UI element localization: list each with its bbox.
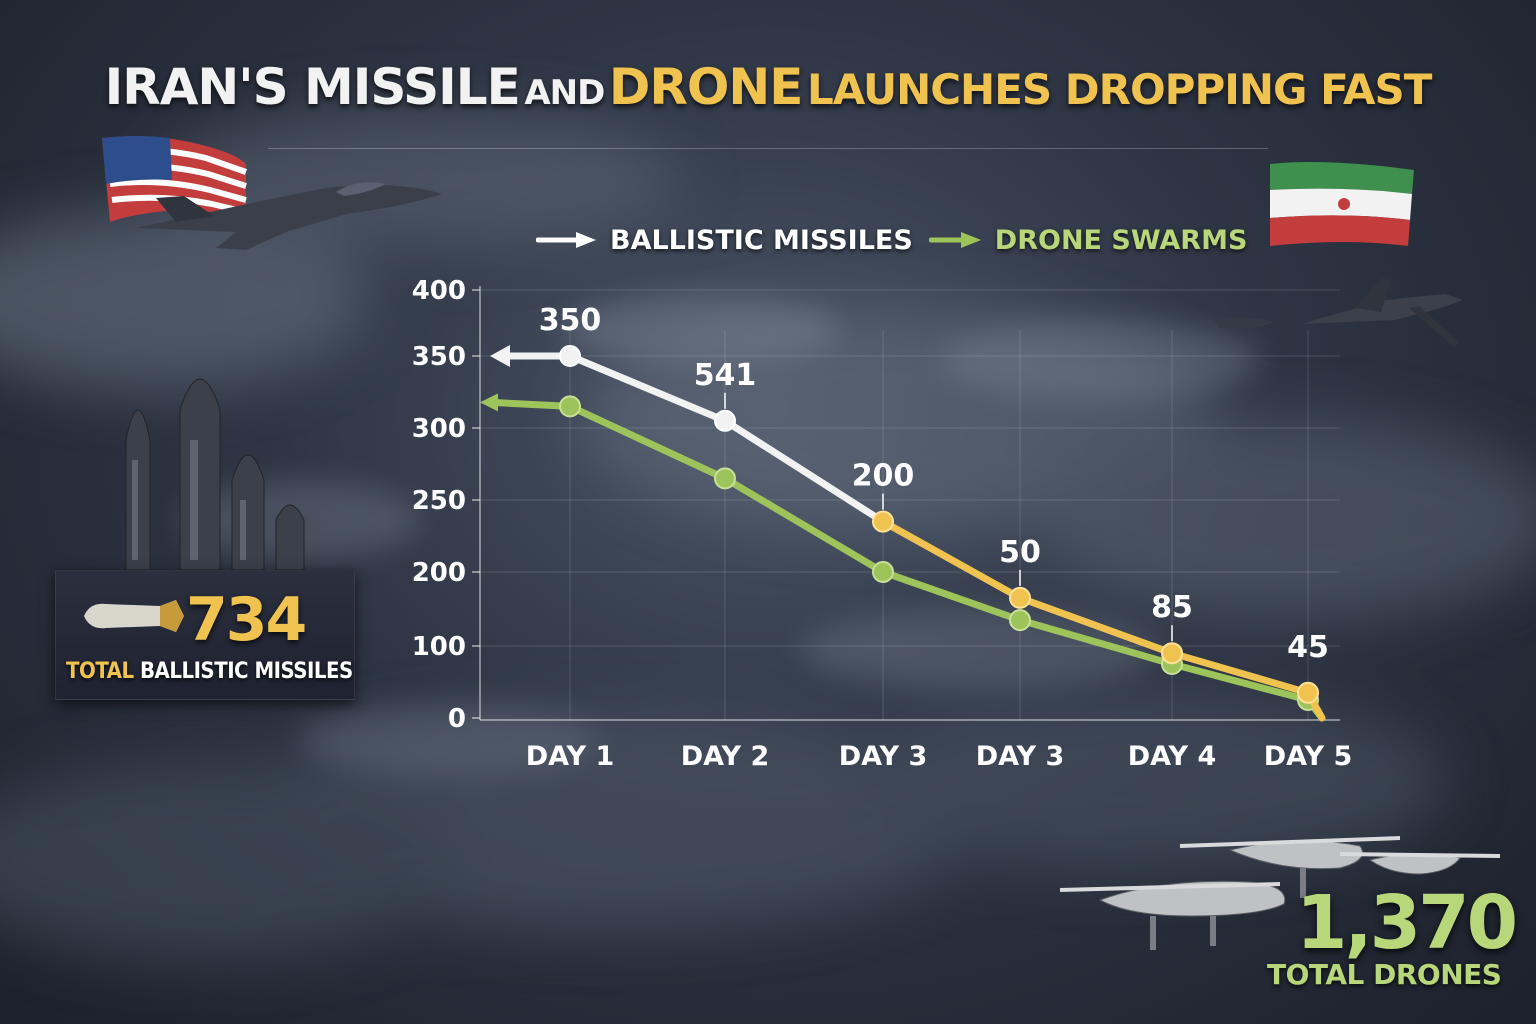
- chart-grid: [479, 286, 1340, 721]
- ballistic-series-point: [1009, 586, 1031, 609]
- drone-series-line: [488, 398, 1326, 722]
- missiles-label-rest: BALLISTIC MISSILES: [139, 659, 353, 684]
- ballistic-data-label: 541: [694, 358, 757, 393]
- missiles-stat-panel: [55, 570, 355, 700]
- y-tick-label: 350: [412, 342, 466, 372]
- line-chart: 0 100 200 250 300 350 400 DAY 1 DAY 2 DAY 3 DAY 3…: [412, 276, 1353, 772]
- drone-series-point: [872, 561, 894, 583]
- ballistic-series-point: [872, 510, 894, 533]
- missiles-illustration: [125, 378, 305, 571]
- ballistic-data-label: 200: [852, 459, 915, 494]
- drone-arrow-icon: [928, 232, 981, 248]
- ballistic-series-point: [1161, 642, 1183, 665]
- legend-ballistic-label: BALLISTIC MISSILES: [610, 224, 913, 256]
- missile-icon: [84, 600, 184, 632]
- x-axis-ticks: DAY 1 DAY 2 DAY 3 DAY 3 DAY 4 DAY 5: [526, 741, 1352, 772]
- x-tick-label: DAY 5: [1264, 741, 1352, 772]
- missiles-label-prefix: TOTAL: [66, 659, 134, 684]
- y-tick-label: 250: [412, 486, 466, 516]
- y-tick-label: 0: [448, 704, 466, 734]
- drone-series-point: [714, 467, 736, 490]
- x-tick-label: DAY 2: [681, 741, 769, 772]
- ballistic-arrow-icon: [536, 232, 596, 248]
- fighter-jet-icon: [136, 182, 442, 250]
- ballistic-data-label: 50: [999, 535, 1041, 570]
- drone-series-point: [1009, 609, 1031, 632]
- x-tick-label: DAY 3: [839, 741, 927, 772]
- y-axis-ticks: 0 100 200 250 300 350 400: [412, 276, 480, 734]
- missiles-total: 734: [186, 585, 307, 655]
- drones-total-label: TOTAL DRONES: [1267, 958, 1502, 991]
- drone-series-arrowhead: [480, 393, 498, 412]
- title-part-rest: LAUNCHES DROPPING FAST: [807, 65, 1432, 114]
- x-tick-label: DAY 1: [526, 741, 614, 772]
- ballistic-series-point: [1297, 681, 1319, 704]
- ballistic-series-point: [559, 345, 581, 367]
- us-flag-jet-illustration: [102, 136, 442, 250]
- x-tick-label: DAY 3: [976, 741, 1064, 772]
- ballistic-data-label: 45: [1287, 630, 1329, 665]
- title-part-drone: DRONE: [608, 58, 804, 116]
- y-tick-label: 200: [412, 558, 466, 588]
- y-tick-label: 400: [412, 276, 466, 306]
- title-part-and: AND: [524, 73, 605, 113]
- ballistic-data-label: 350: [539, 303, 602, 338]
- drones-ground-illustration: [1059, 836, 1501, 950]
- title-divider: [268, 148, 1268, 149]
- iran-flag-icon: [1270, 162, 1414, 246]
- missiles-total-label: TOTAL BALLISTIC MISSILES: [66, 659, 353, 684]
- ballistic-series-point: [714, 409, 736, 432]
- drones-flying-icon: [1215, 278, 1463, 348]
- chart-legend: BALLISTIC MISSILES DRONE SWARMS: [536, 222, 1247, 258]
- ballistic-series-line: [496, 352, 887, 526]
- title-part-missile: IRAN'S MISSILE: [104, 58, 521, 116]
- ballistic-series-arrowhead: [490, 345, 510, 367]
- y-tick-label: 100: [412, 632, 466, 662]
- ballistic-data-label: 85: [1151, 590, 1193, 625]
- legend-drone-label: DRONE SWARMS: [994, 224, 1248, 256]
- y-tick-label: 300: [412, 414, 466, 444]
- chart-data-labels: 350 541 200 50 85 45: [539, 303, 1329, 665]
- chart-title: IRAN'S MISSILE AND DRONE LAUNCHES DROPPI…: [0, 58, 1536, 116]
- drone-series-point: [559, 395, 581, 418]
- chart-series: [480, 345, 1326, 722]
- x-tick-label: DAY 4: [1128, 741, 1216, 772]
- drones-total: 1,370: [1296, 880, 1518, 966]
